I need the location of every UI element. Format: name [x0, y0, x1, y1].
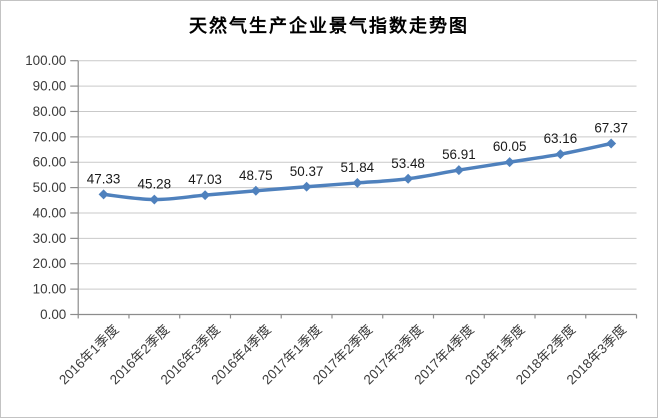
data-point-label: 50.37: [290, 164, 324, 179]
data-point-label: 53.48: [391, 156, 425, 171]
data-point-label: 51.84: [341, 160, 375, 175]
data-point-label: 63.16: [544, 131, 578, 146]
data-point-label: 56.91: [442, 147, 476, 162]
y-tick-label: 80.00: [33, 104, 67, 119]
data-point-marker: [403, 173, 414, 184]
y-tick-label: 20.00: [33, 256, 67, 271]
y-tick-label: 100.00: [25, 53, 66, 68]
y-tick-label: 60.00: [33, 155, 67, 170]
data-point-marker: [98, 189, 109, 200]
data-point-label: 45.28: [138, 177, 172, 192]
data-point-marker: [555, 149, 566, 160]
y-tick-label: 30.00: [33, 231, 67, 246]
data-point-label: 67.37: [594, 121, 628, 136]
y-tick-label: 40.00: [33, 205, 67, 220]
data-point-label: 60.05: [493, 139, 527, 154]
data-point-marker: [352, 177, 363, 188]
data-point-label: 48.75: [239, 168, 273, 183]
chart-title: 天然气生产企业景气指数走势图: [189, 16, 469, 36]
data-point-marker: [200, 190, 211, 201]
data-point-label: 47.33: [87, 171, 121, 186]
data-point-marker: [504, 157, 515, 168]
y-tick-label: 70.00: [33, 129, 67, 144]
y-tick-label: 0.00: [40, 307, 66, 322]
data-point-marker: [250, 185, 261, 196]
data-point-marker: [149, 194, 160, 205]
y-tick-label: 10.00: [33, 282, 67, 297]
data-point-marker: [606, 138, 617, 149]
data-point-marker: [301, 181, 312, 192]
y-tick-label: 90.00: [33, 79, 67, 94]
y-tick-label: 50.00: [33, 180, 67, 195]
data-point-marker: [453, 165, 464, 176]
data-point-label: 47.03: [188, 172, 222, 187]
